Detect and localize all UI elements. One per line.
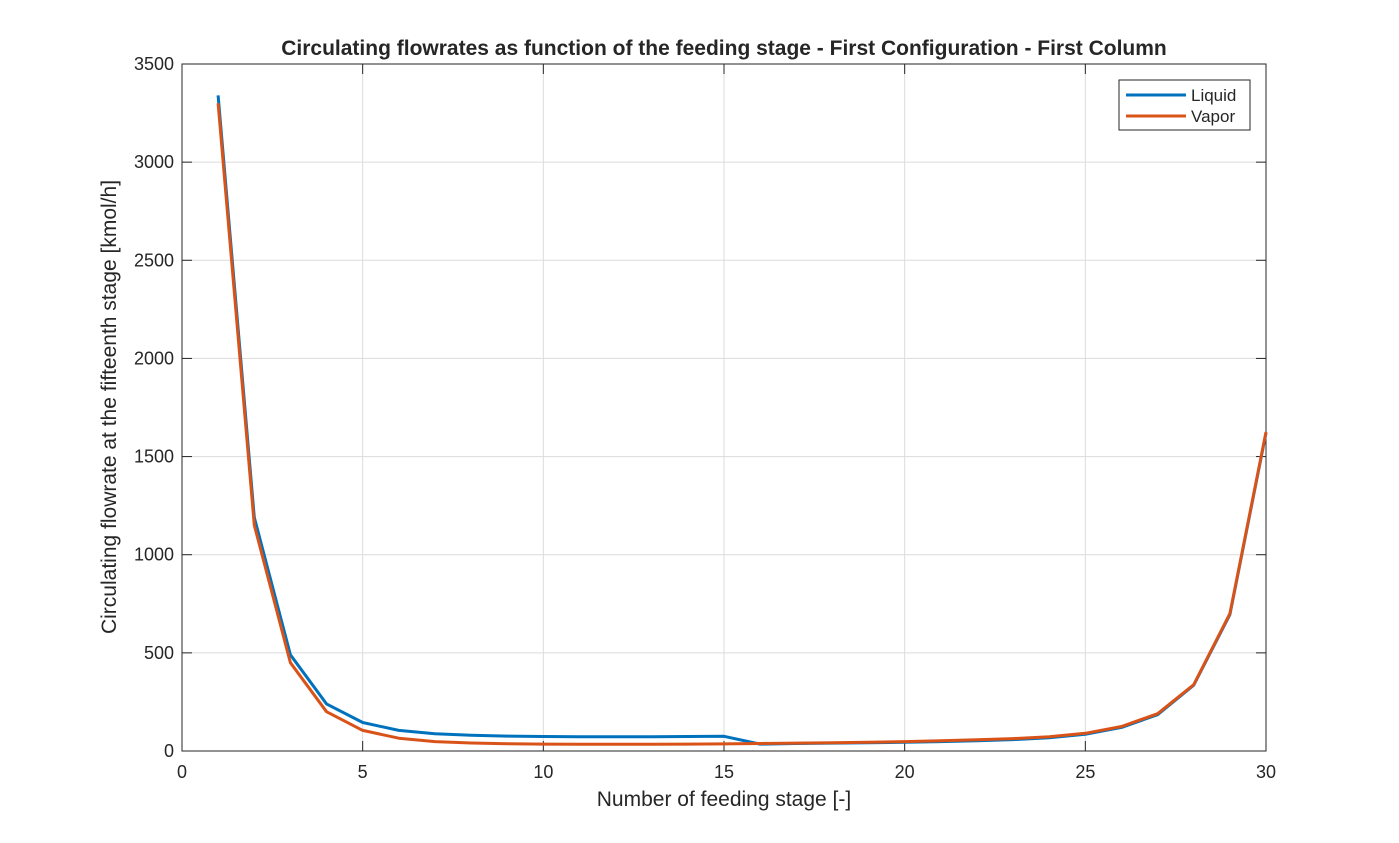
x-tick-label: 25 [1075,762,1095,782]
chart-title: Circulating flowrates as function of the… [281,37,1167,60]
y-tick-label: 3000 [134,152,174,172]
legend-label-vapor: Vapor [1191,107,1235,126]
y-tick-label: 2000 [134,348,174,368]
legend: Liquid Vapor [1118,79,1251,131]
x-tick-label: 10 [533,762,553,782]
x-tick-label: 0 [177,762,187,782]
x-tick-label: 20 [895,762,915,782]
y-tick-label: 1500 [134,447,174,467]
x-tick-label: 30 [1256,762,1276,782]
y-tick-label: 3500 [134,54,174,74]
y-tick-label: 0 [164,741,174,761]
x-tick-label: 5 [358,762,368,782]
legend-label-liquid: Liquid [1191,86,1236,105]
series-lines [216,95,1268,746]
y-tick-label: 2500 [134,250,174,270]
y-tick-label: 1000 [134,545,174,565]
axis-ticks: 0 5 10 15 20 25 30 0 500 1000 1500 2000 2500 3000 3500 [134,54,1276,782]
x-tick-label: 15 [714,762,734,782]
x-axis-label: Number of feeding stage [-] [597,788,851,811]
y-tick-label: 500 [144,643,174,663]
series-line-vapor [216,103,1268,746]
y-axis-label: Circulating flowrate at the fifteenth st… [98,180,121,634]
legend-box [1118,79,1251,131]
